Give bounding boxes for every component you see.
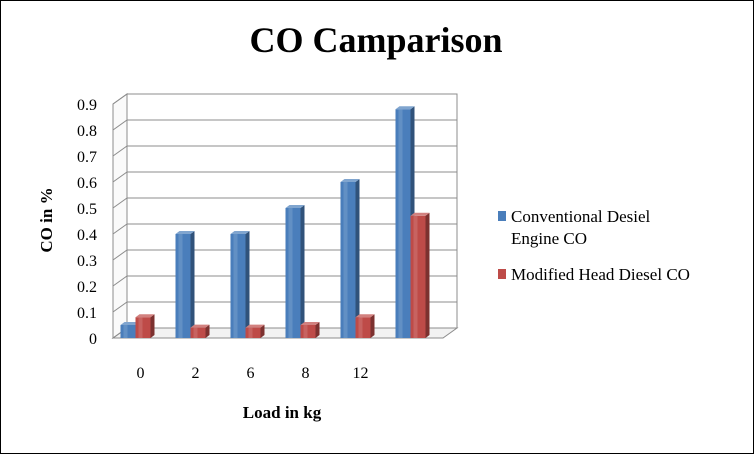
bar-highlight [178,234,183,338]
y-tick-label: 0.6 [77,175,97,192]
bar-top [245,324,265,328]
y-tick-label: 0.3 [77,253,97,270]
bar-highlight [358,317,363,338]
bar-highlight [193,327,198,338]
y-tick-label: 0.4 [77,227,97,244]
gridline [112,119,457,131]
bar-side [355,179,360,338]
y-tick-label: 0.9 [77,97,97,114]
bar-highlight [343,182,348,338]
bar-side [190,231,195,338]
legend: Conventional Desiel Engine CO Modified Hea… [498,207,690,284]
gridline [112,171,457,183]
bar-highlight [303,325,308,338]
bar [245,327,261,338]
bar-top [175,231,195,234]
x-axis-title: Load in kg [243,403,322,422]
bar-highlight [398,109,403,338]
bar-side [315,322,320,338]
y-axis-title: CO in % [37,187,56,252]
legend-label: Modified Head Diesel CO [511,265,690,284]
x-tick-label: 12 [353,365,369,382]
x-tick-label: 0 [137,365,145,382]
bar-highlight [413,215,418,338]
legend-swatch [498,269,506,279]
bar-highlight [123,325,128,338]
bar-top [120,322,140,325]
bar-highlight [138,317,143,338]
bar [175,234,191,338]
bar-highlight [248,327,253,338]
bar [135,317,151,338]
legend-label: Conventional Desiel [511,207,651,226]
side-wall [112,93,128,339]
bar [410,215,426,338]
bar-side [245,231,250,338]
bar [340,182,356,338]
bar-top [190,324,210,328]
bar-top [340,179,360,182]
bar-side [425,212,430,338]
y-tick-label: 0.8 [77,123,97,140]
bar-side [150,314,155,338]
x-tick-label: 8 [302,365,310,382]
bar [300,325,316,338]
legend-swatch [498,211,506,221]
bar-top [355,314,375,318]
bar-top [395,106,415,110]
y-tick-label: 0.1 [77,305,97,322]
bar-top [230,231,250,234]
bar-top [410,212,430,216]
bar-side [300,205,305,338]
gridline [112,145,457,157]
bar [355,317,371,338]
bar-side [260,324,265,338]
bar-top [285,205,305,208]
bar-highlight [233,234,238,338]
bar [190,327,206,338]
bar [395,109,411,338]
bar-top [300,322,320,325]
legend-label: Engine CO [511,229,587,248]
y-tick-label: 0 [89,331,97,348]
y-tick-label: 0.5 [77,201,97,218]
x-tick-label: 6 [247,365,255,382]
bar-side [205,324,210,338]
bar [230,234,246,338]
y-tick-label: 0.2 [77,279,97,296]
chart-title: CO Camparison [249,20,502,60]
y-tick-label: 0.7 [77,149,97,166]
bar-side [370,314,375,338]
bar-top [135,314,155,318]
bar-highlight [288,208,293,338]
plot-area: 0 0.1 0.2 0.3 0.4 0.5 0.6 0.7 0.8 0.9 0 2 6 8 12 [77,93,459,382]
x-tick-label: 2 [192,365,200,382]
bar [120,325,136,338]
bar [285,208,301,338]
gridline [112,93,457,105]
